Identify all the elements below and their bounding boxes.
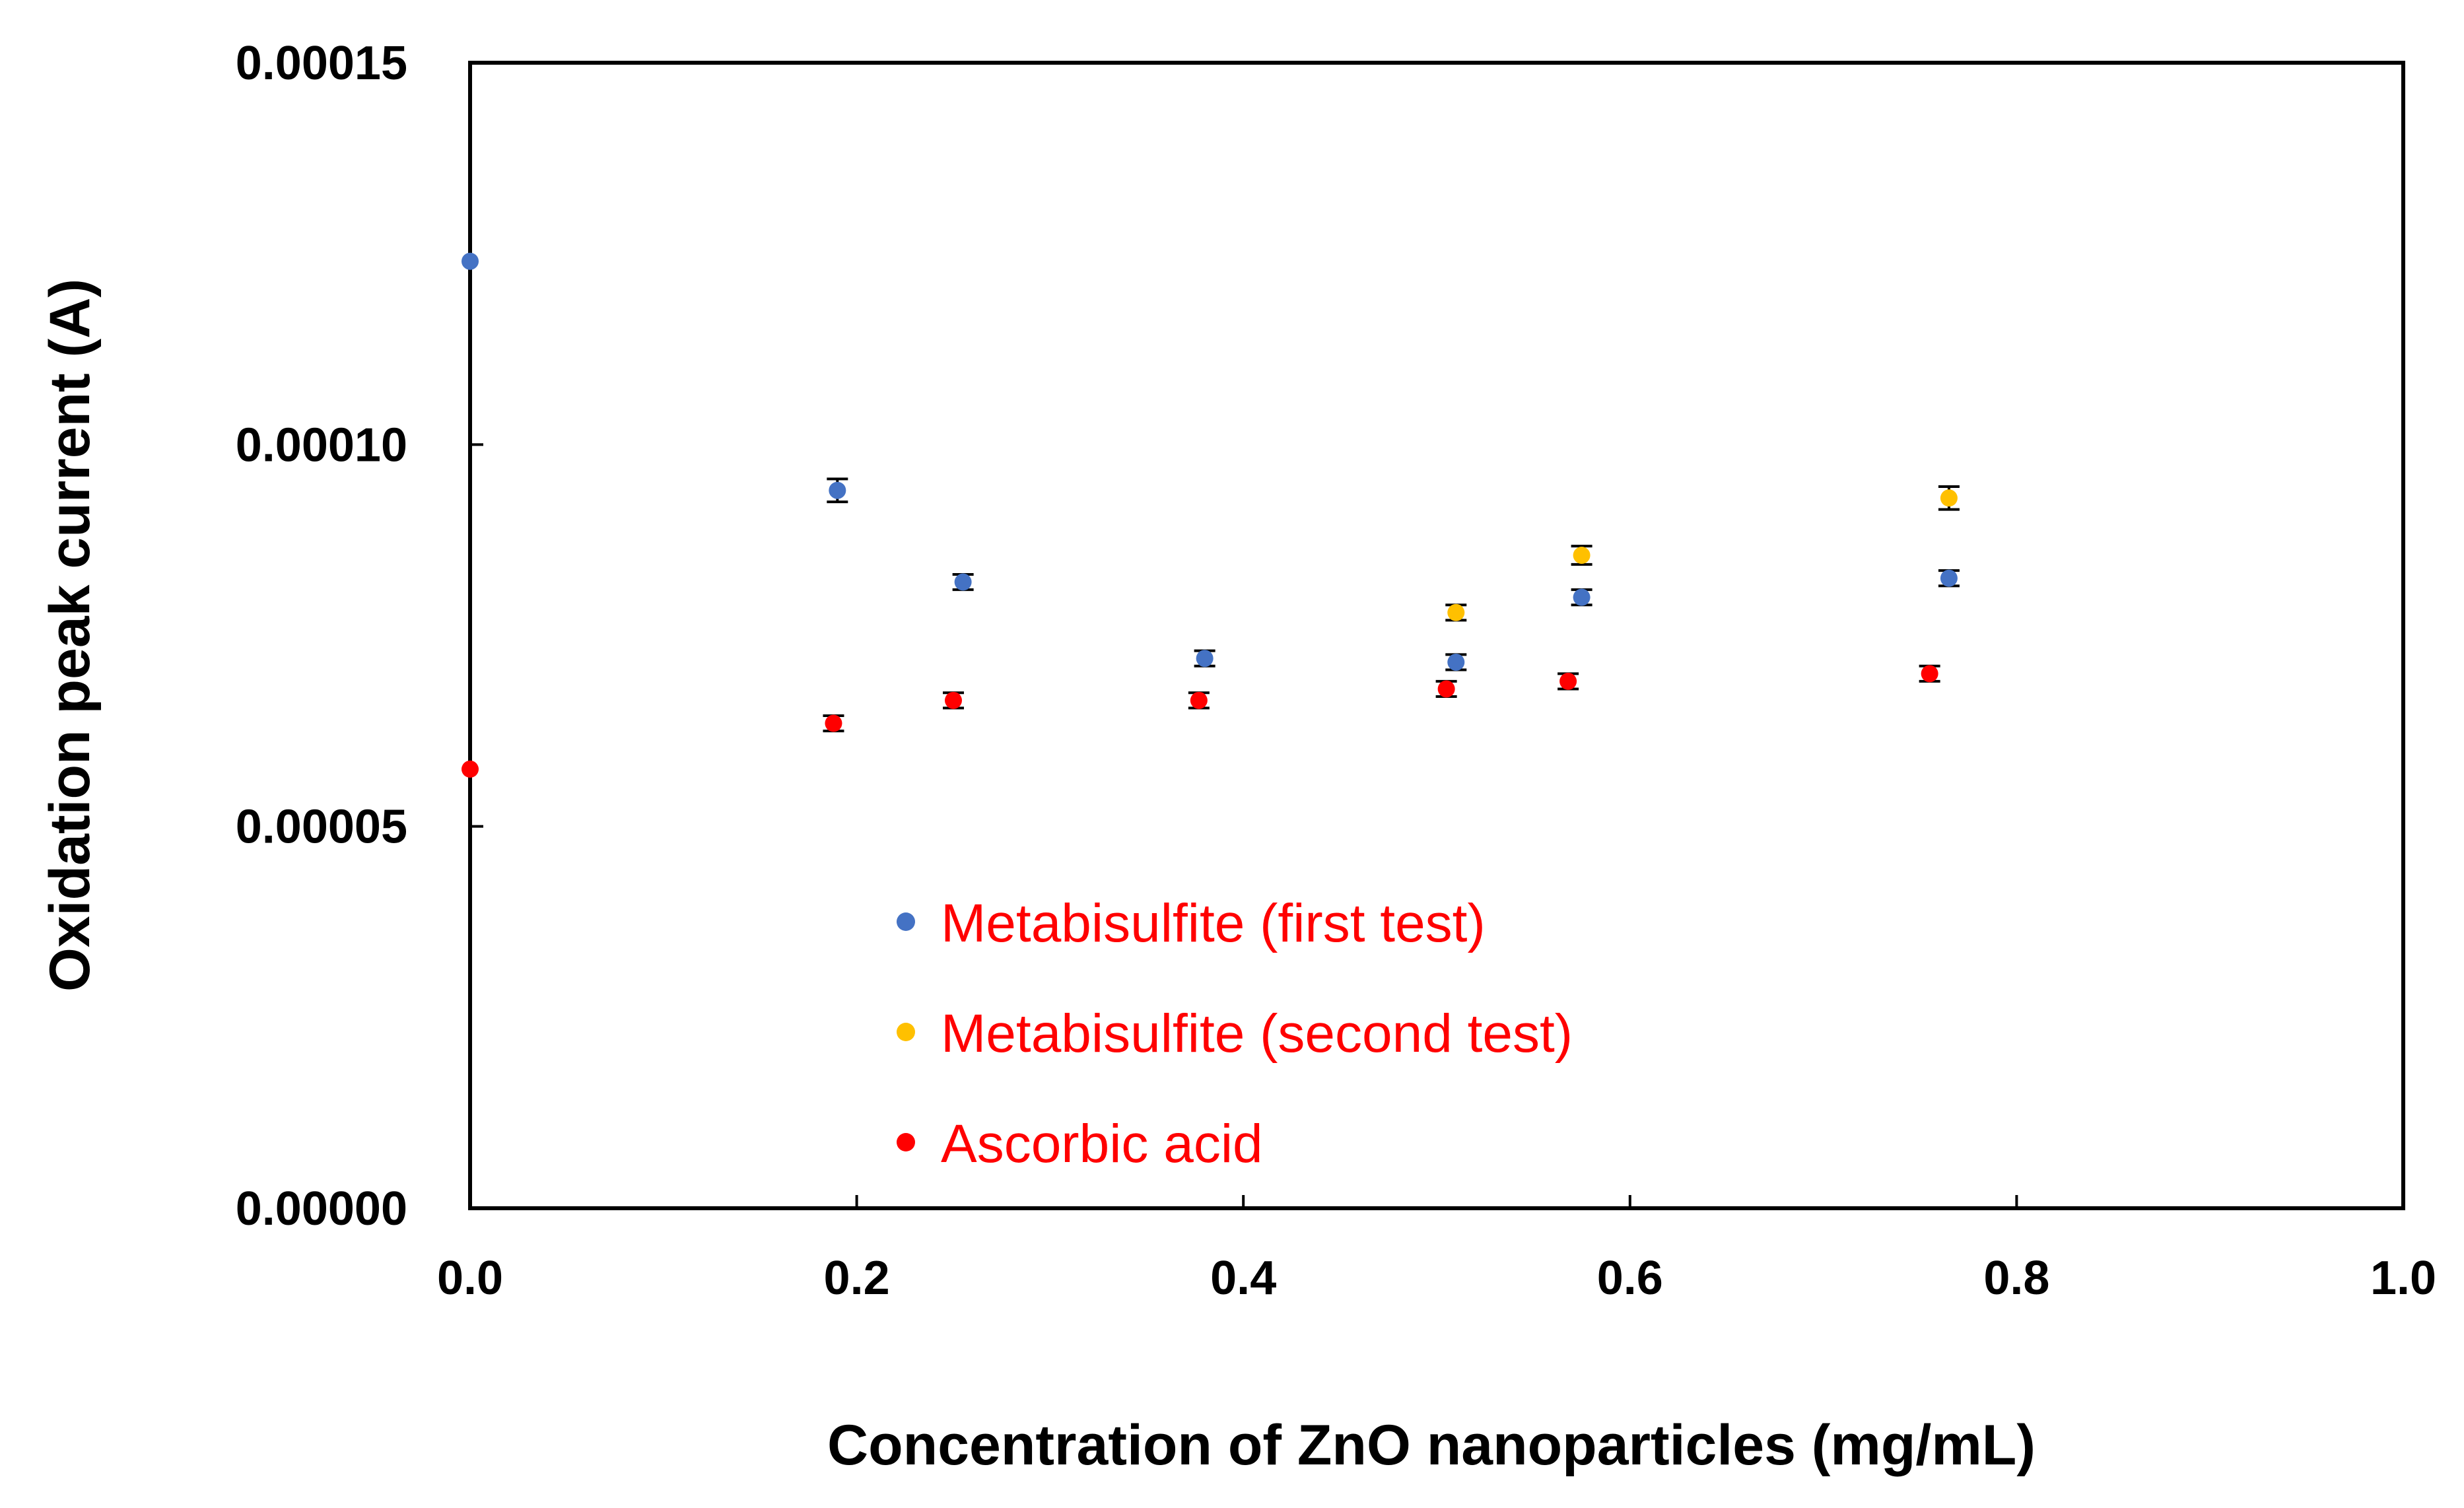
data-point (462, 252, 479, 270)
x-tick-label: 1.0 (2370, 1252, 2436, 1305)
legend-label: Metabisulfite (second test) (941, 1004, 1573, 1064)
data-point (1437, 680, 1455, 698)
data-point (1573, 588, 1591, 606)
plot-area (468, 61, 2405, 1210)
y-tick-label: 0.00005 (236, 801, 407, 854)
data-point (1940, 569, 1958, 587)
data-point (945, 691, 962, 709)
data-point (829, 481, 846, 499)
data-point (1940, 489, 1958, 507)
data-point (825, 714, 842, 732)
x-tick-label: 0.2 (824, 1252, 890, 1305)
data-point (1559, 672, 1577, 690)
data-point (1447, 653, 1465, 671)
legend-label: Ascorbic acid (941, 1114, 1263, 1174)
data-point (462, 760, 479, 778)
legend-label: Metabisulfite (first test) (941, 893, 1486, 953)
data-point (1921, 665, 1938, 683)
data-point (1190, 691, 1208, 709)
series-2 (462, 664, 1940, 778)
y-axis-title: Oxidation peak current (A) (38, 279, 102, 992)
y-tick-label: 0.00000 (236, 1182, 407, 1235)
legend: Metabisulfite (first test) Metabisulfite … (897, 893, 1573, 1174)
legend-marker (897, 1133, 915, 1151)
data-point (954, 573, 972, 591)
x-tick-label: 0.4 (1210, 1252, 1276, 1305)
series-layer (462, 252, 1960, 778)
data-point (1196, 650, 1214, 668)
x-axis-title: Concentration of ZnO nanoparticles (mg/m… (827, 1414, 2036, 1477)
x-tick-label: 0.0 (437, 1252, 503, 1305)
legend-marker (897, 1023, 915, 1041)
x-axis: 0.0 0.2 0.4 0.6 0.8 1.0 (437, 1195, 2436, 1305)
series-1 (1445, 485, 1960, 622)
y-tick-label: 0.00015 (236, 37, 407, 90)
series-0 (462, 252, 1960, 671)
data-point (1573, 547, 1591, 565)
y-axis: 0.00000 0.00005 0.00010 0.00015 (236, 37, 483, 1235)
data-point (1447, 603, 1465, 621)
x-tick-label: 0.8 (1983, 1252, 2049, 1305)
y-tick-label: 0.00010 (236, 419, 407, 471)
legend-marker (897, 912, 915, 931)
x-tick-label: 0.6 (1597, 1252, 1663, 1305)
